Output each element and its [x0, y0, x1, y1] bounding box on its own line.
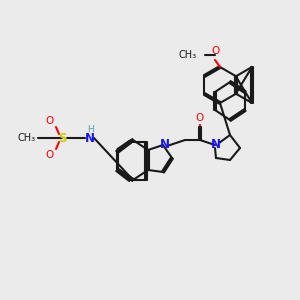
- Text: CH₃: CH₃: [18, 133, 36, 143]
- Text: O: O: [46, 116, 54, 126]
- Text: O: O: [196, 113, 204, 123]
- Text: N: N: [160, 137, 170, 151]
- Text: CH₃: CH₃: [179, 50, 197, 60]
- Text: O: O: [211, 46, 219, 56]
- Text: O: O: [46, 150, 54, 160]
- Text: N: N: [211, 139, 221, 152]
- Text: H: H: [87, 125, 93, 134]
- Text: N: N: [85, 131, 95, 145]
- Text: S: S: [58, 131, 66, 145]
